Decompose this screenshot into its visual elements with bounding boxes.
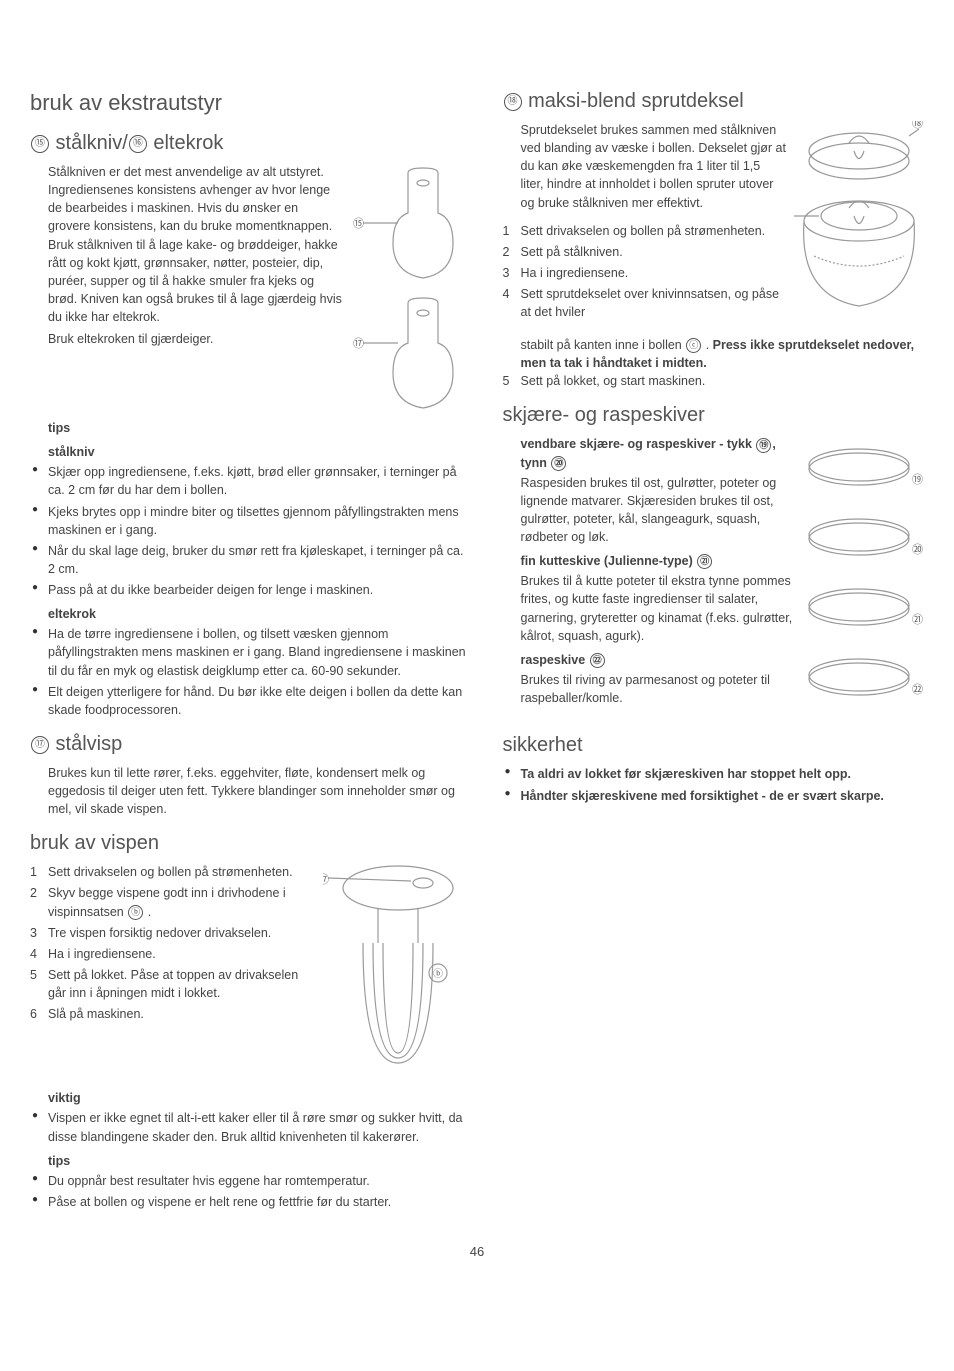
svg-text:⑲: ⑲: [912, 473, 923, 486]
svg-text:⑮: ⑮: [353, 217, 364, 230]
list-item: Ta aldri av lokket før skjæreskiven har …: [521, 765, 924, 783]
viktig-label: viktig: [30, 1089, 473, 1107]
heading-sikkerhet: sikkerhet: [503, 734, 924, 757]
discs-figure: ⑲ ⑳ ㉑: [804, 435, 924, 720]
num-18-icon: ⑱: [504, 93, 522, 111]
list-item: Tre vispen forsiktig nedover drivakselen…: [48, 924, 313, 942]
num-19-icon: ⑲: [756, 438, 771, 453]
whisk-steps: Sett drivakselen og bollen på strømenhet…: [30, 863, 313, 1023]
list-item: Kjeks brytes opp i mindre biter og tilse…: [48, 503, 473, 539]
tips2-label: tips: [30, 1152, 473, 1170]
c-icon: ⓒ: [686, 338, 701, 353]
splash-steps-cont: Sett på lokket, og start maskinen.: [503, 372, 924, 390]
num-21-icon: ㉑: [697, 554, 712, 569]
heading-use-whisk: bruk av vispen: [30, 832, 473, 855]
svg-text:㉑: ㉑: [912, 613, 923, 626]
eltekrok-label: eltekrok: [30, 605, 473, 623]
num-16-icon: ⑯: [129, 135, 147, 153]
heading-knife-hook: ⑮ stålkniv/⑯ eltekrok: [30, 132, 473, 155]
whisk-label: stålvisp: [50, 733, 122, 755]
list-item: Skyv begge vispene godt inn i drivhodene…: [48, 884, 313, 920]
list-item: Ha i ingrediensene.: [521, 264, 924, 282]
num-20-icon: ⑳: [551, 456, 566, 471]
list-item: Vispen er ikke egnet til alt-i-ett kaker…: [48, 1109, 473, 1145]
tips-hook-list: Ha de tørre ingrediensene i bollen, og t…: [30, 625, 473, 719]
tips-label: tips: [48, 419, 473, 437]
stalkniv-label: stålkniv: [48, 443, 473, 461]
list-item: Håndter skjæreskivene med forsiktighet -…: [521, 787, 924, 805]
list-item: Ha de tørre ingrediensene i bollen, og t…: [48, 625, 473, 679]
list-item: Elt deigen ytterligere for hånd. Du bør …: [48, 683, 473, 719]
list-item: Sett sprutdekselet over knivinnsatsen, o…: [521, 285, 924, 321]
knife-para-2: Bruk stålkniven til å lage kake- og brød…: [48, 236, 343, 327]
list-item: Skjær opp ingrediensene, f.eks. kjøtt, b…: [48, 463, 473, 499]
viktig-list: Vispen er ikke egnet til alt-i-ett kaker…: [30, 1109, 473, 1145]
list-item: Sett drivakselen og bollen på strømenhet…: [521, 222, 924, 240]
list-item: Sett på lokket, og start maskinen.: [521, 372, 924, 390]
splash-steps: Sett drivakselen og bollen på strømenhet…: [503, 222, 924, 322]
b-icon: ⓑ: [128, 905, 143, 920]
hook-label: eltekrok: [148, 132, 224, 154]
knife-label: stålkniv/: [50, 132, 128, 154]
list-item: Du oppnår best resultater hvis eggene ha…: [48, 1172, 473, 1190]
knife-figure: ⑮ ⑰: [353, 163, 473, 413]
splash-step4b: stabilt på kanten inne i bollen ⓒ . Pres…: [503, 336, 924, 372]
knife-para-3: Bruk eltekroken til gjærdeiger.: [48, 330, 343, 348]
list-item: Når du skal lage deig, bruker du smør re…: [48, 542, 473, 578]
svg-text:ⓑ: ⓑ: [433, 968, 443, 980]
whisk-para: Brukes kun til lette rører, f.eks. eggeh…: [30, 764, 473, 818]
svg-text:⑳: ⑳: [912, 543, 923, 556]
svg-text:⑰: ⑰: [323, 873, 329, 886]
num-22-icon: ㉒: [590, 653, 605, 668]
list-item: Sett drivakselen og bollen på strømenhet…: [48, 863, 313, 881]
num-17-icon: ⑰: [31, 736, 49, 754]
page-number: 46: [30, 1244, 924, 1259]
list-item: Ha i ingrediensene.: [48, 945, 313, 963]
whisk-figure: ⑰ ⓑ: [323, 863, 473, 1083]
splash-label: maksi-blend sprutdeksel: [523, 90, 744, 112]
num-15-icon: ⑮: [31, 135, 49, 153]
heading-whisk: ⑰ stålvisp: [30, 733, 473, 756]
list-item: Slå på maskinen.: [48, 1005, 313, 1023]
svg-text:⑱: ⑱: [912, 121, 923, 130]
tips2-list: Du oppnår best resultater hvis eggene ha…: [30, 1172, 473, 1211]
sikkerhet-list: Ta aldri av lokket før skjæreskiven har …: [503, 765, 924, 804]
heading-extra: bruk av ekstrautstyr: [30, 90, 473, 116]
list-item: Sett på stålkniven.: [521, 243, 924, 261]
list-item: Sett på lokket. Påse at toppen av drivak…: [48, 966, 313, 1002]
list-item: Pass på at du ikke bearbeider deigen for…: [48, 581, 473, 599]
heading-discs: skjære- og raspeskiver: [503, 404, 924, 427]
svg-text:⑰: ⑰: [353, 337, 364, 350]
list-item: Påse at bollen og vispene er helt rene o…: [48, 1193, 473, 1211]
knife-para-1: Stålkniven er det mest anvendelige av al…: [48, 163, 343, 236]
heading-splash: ⑱ maksi-blend sprutdeksel: [503, 90, 924, 113]
svg-text:㉒: ㉒: [912, 683, 923, 696]
tips-knife-list: Skjær opp ingrediensene, f.eks. kjøtt, b…: [30, 463, 473, 599]
